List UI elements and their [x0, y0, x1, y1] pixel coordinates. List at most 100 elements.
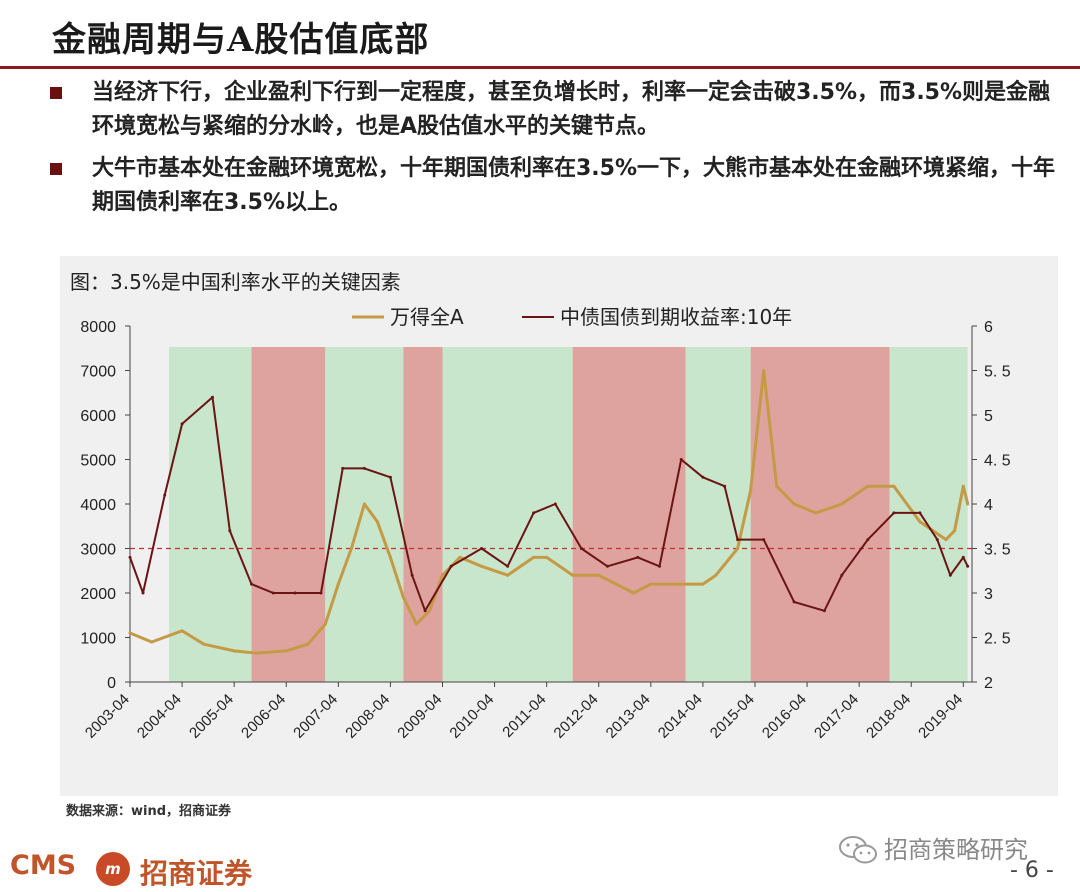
data-point-wind-a	[388, 555, 392, 559]
data-point-wind-a	[775, 484, 779, 488]
page-title: 金融周期与A股估值底部	[52, 20, 430, 60]
right-tick-label: 5. 5	[984, 364, 1011, 381]
x-tick-label: 2013-04	[603, 691, 654, 742]
data-point-bond-yield	[792, 600, 796, 604]
data-point-bond-yield	[319, 591, 323, 595]
data-point-bond-yield	[480, 547, 484, 550]
data-source: 数据来源：wind，招商证券	[66, 804, 232, 819]
data-point-bond-yield	[362, 466, 366, 470]
x-tick-label: 2016-04	[759, 691, 810, 742]
left-tick-label: 6000	[80, 408, 116, 425]
data-point-wind-a	[866, 484, 870, 488]
data-point-wind-a	[150, 640, 154, 644]
right-tick-label: 6	[984, 319, 993, 336]
figure-caption: 图：3.5%是中国利率水平的关键因素	[70, 270, 401, 294]
data-point-bond-yield	[918, 511, 922, 515]
x-tick-label: 2007-04	[290, 691, 341, 742]
regime-band-easing	[889, 347, 968, 682]
data-point-wind-a	[284, 649, 288, 653]
data-point-wind-a	[792, 502, 796, 506]
data-point-bond-yield	[723, 484, 727, 488]
data-point-wind-a	[571, 573, 575, 577]
data-point-bond-yield	[822, 609, 826, 613]
left-tick-label: 4000	[80, 497, 116, 514]
data-point-wind-a	[427, 609, 431, 613]
data-point-bond-yield	[701, 475, 705, 479]
data-point-bond-yield	[341, 466, 345, 470]
left-tick-label: 1000	[80, 631, 116, 648]
right-tick-label: 2	[984, 675, 993, 692]
wechat-icon	[839, 836, 877, 864]
cms-logo-text: CMS	[10, 850, 77, 881]
data-point-bond-yield	[449, 564, 453, 568]
data-point-bond-yield	[423, 609, 427, 613]
x-tick-label: 2014-04	[655, 691, 706, 742]
wechat-account-name: 招商策略研究	[884, 836, 1028, 864]
data-point-wind-a	[532, 555, 536, 559]
x-tick-label: 2004-04	[134, 691, 185, 742]
right-tick-label: 3	[984, 586, 993, 603]
bullet-text: 当经济下行，企业盈利下行到一定程度，甚至负增长时，利率一定会击破3.5%，而3.…	[92, 80, 1051, 139]
data-point-bond-yield	[410, 573, 414, 577]
left-tick-label: 8000	[80, 319, 116, 336]
data-point-wind-a	[714, 573, 718, 577]
right-tick-label: 3. 5	[984, 542, 1011, 559]
data-point-bond-yield	[966, 564, 970, 568]
data-point-bond-yield	[141, 591, 145, 595]
data-point-wind-a	[953, 529, 957, 533]
data-point-wind-a	[840, 502, 844, 506]
left-tick-label: 5000	[80, 453, 116, 470]
data-point-wind-a	[944, 538, 948, 542]
data-point-bond-yield	[948, 573, 952, 577]
right-tick-label: 5	[984, 408, 993, 425]
bullet-point: 大牛市基本处在金融环境宽松，十年期国债利率在3.5%一下，大熊市基本处在金融环境…	[50, 152, 1060, 220]
right-tick-label: 4. 5	[984, 453, 1011, 470]
data-point-bond-yield	[736, 538, 740, 542]
data-point-bond-yield	[658, 564, 662, 568]
x-tick-label: 2011-04	[499, 691, 549, 741]
data-point-wind-a	[671, 582, 675, 586]
left-tick-label: 3000	[80, 542, 116, 559]
x-tick-label: 2017-04	[811, 691, 862, 742]
data-point-wind-a	[349, 547, 353, 550]
legend-label: 中债国债到期收益率:10年	[560, 305, 792, 329]
data-point-wind-a	[918, 520, 922, 524]
data-point-bond-yield	[163, 493, 167, 497]
data-point-bond-yield	[935, 538, 939, 542]
bullet-square-icon	[50, 163, 62, 175]
regime-band-tightening	[403, 347, 443, 682]
data-point-wind-a	[336, 582, 340, 586]
data-point-bond-yield	[579, 547, 583, 550]
data-point-bond-yield	[961, 555, 965, 559]
x-tick-label: 2005-04	[186, 691, 237, 742]
data-point-wind-a	[961, 484, 965, 488]
right-tick-label: 2. 5	[984, 631, 1011, 648]
data-point-wind-a	[480, 564, 484, 568]
x-tick-label: 2018-04	[863, 691, 914, 742]
left-tick-label: 2000	[80, 586, 116, 603]
data-point-bond-yield	[388, 475, 392, 479]
regime-band-easing	[685, 347, 751, 682]
data-point-wind-a	[202, 642, 206, 646]
bullet-text: 大牛市基本处在金融环境宽松，十年期国债利率在3.5%一下，大熊市基本处在金融环境…	[92, 156, 1056, 215]
data-point-bond-yield	[892, 511, 896, 515]
data-point-wind-a	[649, 582, 653, 586]
data-point-wind-a	[701, 582, 705, 586]
data-point-bond-yield	[679, 458, 683, 461]
data-point-bond-yield	[228, 529, 232, 533]
data-point-wind-a	[440, 573, 444, 577]
data-point-wind-a	[401, 595, 405, 599]
data-point-wind-a	[814, 511, 818, 515]
bullet-point: 当经济下行，企业盈利下行到一定程度，甚至负增长时，利率一定会击破3.5%，而3.…	[50, 76, 1060, 144]
page-number: - 6 -	[1010, 858, 1054, 883]
data-point-bond-yield	[840, 573, 844, 577]
x-tick-label: 2015-04	[707, 691, 758, 742]
x-tick-label: 2008-04	[342, 691, 393, 742]
legend-label: 万得全A	[390, 305, 464, 329]
data-point-wind-a	[306, 642, 310, 646]
data-point-bond-yield	[605, 564, 609, 568]
regime-band-easing	[169, 347, 252, 682]
x-tick-label: 2010-04	[446, 691, 497, 742]
right-tick-label: 4	[984, 497, 993, 514]
data-point-bond-yield	[762, 538, 766, 542]
